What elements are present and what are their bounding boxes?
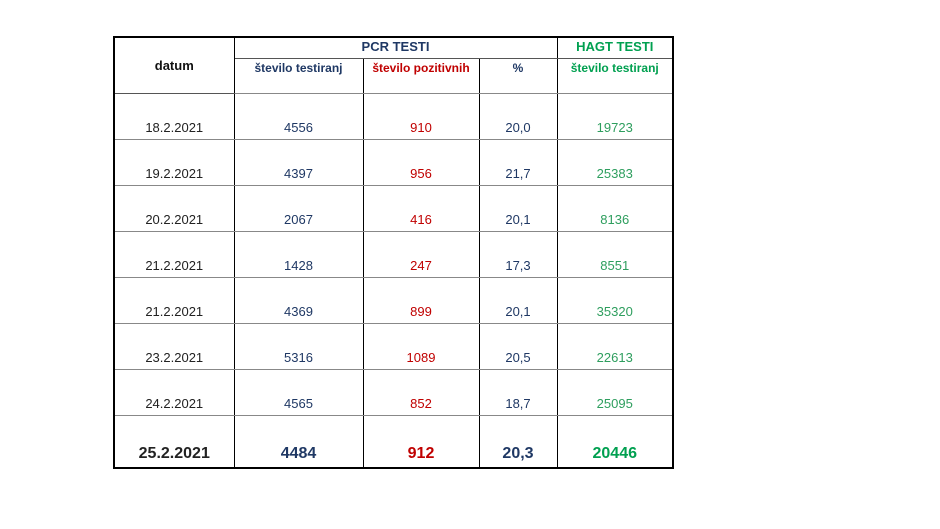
header-pcr-percent: % bbox=[478, 58, 558, 94]
percent-cell: 20,5 bbox=[478, 323, 558, 370]
pcr-tested-cell: 4369 bbox=[233, 277, 364, 324]
header-datum: datum bbox=[113, 36, 235, 94]
header-hagt-group: HAGT TESTI bbox=[556, 36, 674, 59]
pcr-tested-cell: 4556 bbox=[233, 93, 364, 140]
table-row: 21.2.2021 1428 247 17,3 8551 bbox=[113, 231, 674, 278]
header-pcr-tested: število testiranj bbox=[233, 58, 364, 94]
group-header-row: datum PCR TESTI HAGT TESTI bbox=[113, 36, 674, 94]
pcr-positive-cell: 956 bbox=[362, 139, 480, 186]
pcr-positive-cell: 247 bbox=[362, 231, 480, 278]
date-cell: 25.2.2021 bbox=[113, 415, 235, 469]
table-row: 24.2.2021 4565 852 18,7 25095 bbox=[113, 369, 674, 416]
date-cell: 24.2.2021 bbox=[113, 369, 235, 416]
pcr-positive-cell: 899 bbox=[362, 277, 480, 324]
percent-cell: 17,3 bbox=[478, 231, 558, 278]
percent-cell: 20,0 bbox=[478, 93, 558, 140]
header-pcr-group: PCR TESTI bbox=[233, 36, 558, 59]
pcr-tested-cell: 5316 bbox=[233, 323, 364, 370]
pcr-tested-cell: 4565 bbox=[233, 369, 364, 416]
pcr-positive-cell: 912 bbox=[362, 415, 480, 469]
hagt-tested-cell: 25095 bbox=[556, 369, 674, 416]
table-row: 23.2.2021 5316 1089 20,5 22613 bbox=[113, 323, 674, 370]
date-cell: 19.2.2021 bbox=[113, 139, 235, 186]
pcr-positive-cell: 852 bbox=[362, 369, 480, 416]
hagt-tested-cell: 35320 bbox=[556, 277, 674, 324]
pcr-positive-cell: 910 bbox=[362, 93, 480, 140]
date-cell: 21.2.2021 bbox=[113, 277, 235, 324]
date-cell: 20.2.2021 bbox=[113, 185, 235, 232]
percent-cell: 20,1 bbox=[478, 185, 558, 232]
table-row: 20.2.2021 2067 416 20,1 8136 bbox=[113, 185, 674, 232]
percent-cell: 21,7 bbox=[478, 139, 558, 186]
header-pcr-positive: število pozitivnih bbox=[362, 58, 480, 94]
percent-cell: 20,1 bbox=[478, 277, 558, 324]
table-row: 21.2.2021 4369 899 20,1 35320 bbox=[113, 277, 674, 324]
table-row: 25.2.2021 4484 912 20,3 20446 bbox=[113, 415, 674, 469]
date-cell: 21.2.2021 bbox=[113, 231, 235, 278]
testing-table: datum PCR TESTI HAGT TESTI število testi… bbox=[113, 36, 674, 469]
table-row: 18.2.2021 4556 910 20,0 19723 bbox=[113, 93, 674, 140]
hagt-tested-cell: 20446 bbox=[556, 415, 674, 469]
pcr-tested-cell: 1428 bbox=[233, 231, 364, 278]
pcr-positive-cell: 416 bbox=[362, 185, 480, 232]
percent-cell: 20,3 bbox=[478, 415, 558, 469]
pcr-tested-cell: 4484 bbox=[233, 415, 364, 469]
hagt-tested-cell: 22613 bbox=[556, 323, 674, 370]
percent-cell: 18,7 bbox=[478, 369, 558, 416]
hagt-tested-cell: 25383 bbox=[556, 139, 674, 186]
hagt-tested-cell: 8136 bbox=[556, 185, 674, 232]
date-cell: 18.2.2021 bbox=[113, 93, 235, 140]
header-hagt-tested: število testiranj bbox=[556, 58, 674, 94]
pcr-positive-cell: 1089 bbox=[362, 323, 480, 370]
hagt-tested-cell: 8551 bbox=[556, 231, 674, 278]
date-cell: 23.2.2021 bbox=[113, 323, 235, 370]
table-row: 19.2.2021 4397 956 21,7 25383 bbox=[113, 139, 674, 186]
hagt-tested-cell: 19723 bbox=[556, 93, 674, 140]
pcr-tested-cell: 2067 bbox=[233, 185, 364, 232]
pcr-tested-cell: 4397 bbox=[233, 139, 364, 186]
